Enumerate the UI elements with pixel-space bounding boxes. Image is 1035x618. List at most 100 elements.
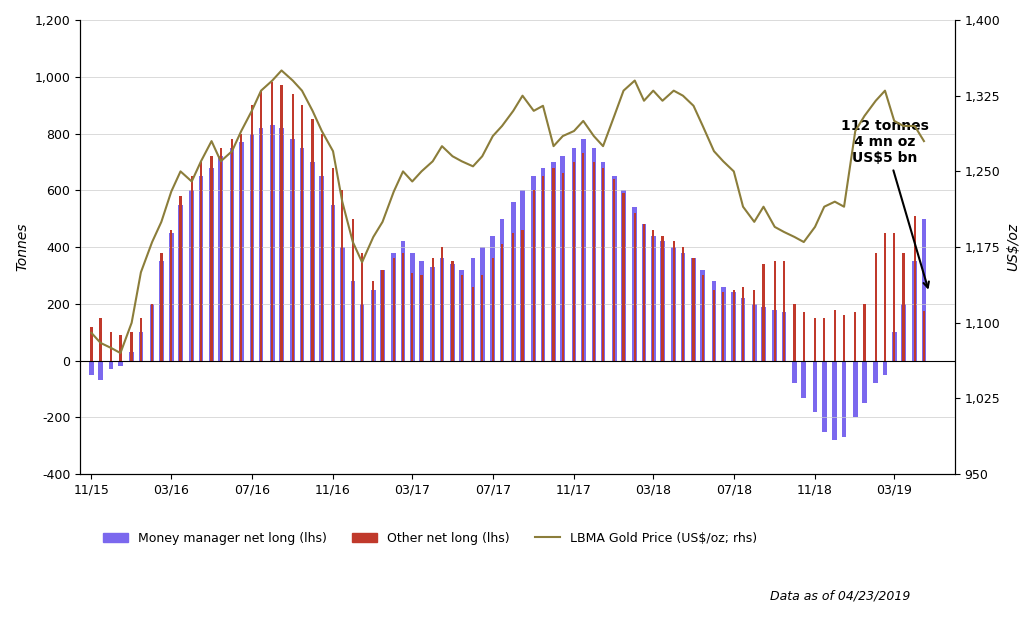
- Bar: [411, 273, 413, 361]
- Bar: [613, 179, 616, 361]
- Bar: [863, 304, 865, 361]
- Bar: [239, 142, 243, 361]
- Bar: [500, 219, 504, 361]
- Bar: [259, 128, 263, 361]
- Bar: [431, 267, 435, 361]
- Bar: [312, 119, 314, 361]
- Bar: [110, 332, 113, 361]
- Bar: [219, 148, 221, 361]
- Bar: [342, 190, 344, 361]
- Bar: [392, 258, 395, 361]
- Bar: [160, 253, 162, 361]
- Bar: [380, 270, 385, 361]
- Bar: [90, 326, 92, 361]
- Bar: [741, 298, 745, 361]
- Bar: [310, 162, 315, 361]
- Bar: [432, 258, 434, 361]
- Bar: [481, 276, 483, 361]
- Bar: [600, 162, 605, 361]
- Bar: [823, 318, 825, 361]
- Bar: [581, 139, 586, 361]
- Bar: [901, 304, 906, 361]
- Bar: [352, 219, 354, 361]
- Bar: [420, 276, 422, 361]
- Bar: [99, 318, 101, 361]
- Bar: [782, 261, 786, 361]
- Bar: [841, 361, 847, 438]
- Bar: [511, 201, 515, 361]
- Bar: [301, 105, 303, 361]
- Bar: [682, 247, 684, 361]
- Text: 112 tonnes
4 mn oz
US$5 bn: 112 tonnes 4 mn oz US$5 bn: [841, 119, 929, 287]
- Bar: [883, 361, 887, 375]
- Bar: [150, 304, 154, 361]
- Bar: [401, 242, 406, 361]
- Bar: [129, 352, 134, 361]
- Bar: [140, 318, 142, 361]
- Bar: [170, 230, 173, 361]
- Bar: [672, 247, 676, 361]
- Bar: [552, 162, 556, 361]
- Legend: Money manager net long (lhs), Other net long (lhs), LBMA Gold Price (US$/oz; rhs: Money manager net long (lhs), Other net …: [98, 527, 762, 549]
- Bar: [130, 332, 132, 361]
- Bar: [781, 312, 787, 361]
- Bar: [832, 361, 837, 440]
- Bar: [190, 176, 193, 361]
- Bar: [410, 253, 415, 361]
- Bar: [231, 139, 233, 361]
- Bar: [632, 208, 638, 361]
- Bar: [118, 361, 123, 366]
- Bar: [373, 281, 375, 361]
- Bar: [794, 304, 796, 361]
- Bar: [914, 216, 916, 361]
- Bar: [571, 148, 576, 361]
- Bar: [761, 307, 766, 361]
- Bar: [512, 233, 514, 361]
- Bar: [179, 196, 182, 361]
- Bar: [921, 219, 926, 361]
- Bar: [713, 290, 715, 361]
- Bar: [892, 332, 896, 361]
- Bar: [461, 276, 463, 361]
- Bar: [98, 361, 102, 381]
- Bar: [814, 318, 817, 361]
- Bar: [472, 287, 474, 361]
- Bar: [572, 162, 575, 361]
- Bar: [592, 148, 596, 361]
- Bar: [491, 235, 495, 361]
- Bar: [521, 190, 525, 361]
- Bar: [833, 310, 836, 361]
- Bar: [119, 335, 121, 361]
- Bar: [139, 332, 143, 361]
- Bar: [200, 162, 202, 361]
- Bar: [752, 304, 757, 361]
- Bar: [721, 287, 726, 361]
- Bar: [419, 261, 423, 361]
- Bar: [270, 125, 274, 361]
- Bar: [701, 270, 705, 361]
- Bar: [660, 242, 664, 361]
- Bar: [402, 253, 404, 361]
- Bar: [89, 361, 94, 375]
- Bar: [673, 242, 675, 361]
- Bar: [332, 167, 334, 361]
- Bar: [661, 235, 663, 361]
- Bar: [250, 105, 253, 361]
- Bar: [199, 176, 203, 361]
- Bar: [681, 253, 685, 361]
- Y-axis label: US$/oz: US$/oz: [1006, 223, 1021, 271]
- Bar: [763, 264, 765, 361]
- Bar: [391, 253, 396, 361]
- Bar: [733, 290, 735, 361]
- Bar: [492, 258, 494, 361]
- Bar: [712, 281, 716, 361]
- Bar: [210, 156, 213, 361]
- Bar: [773, 261, 776, 361]
- Bar: [351, 281, 355, 361]
- Bar: [553, 167, 555, 361]
- Bar: [622, 193, 625, 361]
- Bar: [582, 153, 585, 361]
- Bar: [292, 94, 294, 361]
- Bar: [702, 276, 704, 361]
- Bar: [189, 190, 194, 361]
